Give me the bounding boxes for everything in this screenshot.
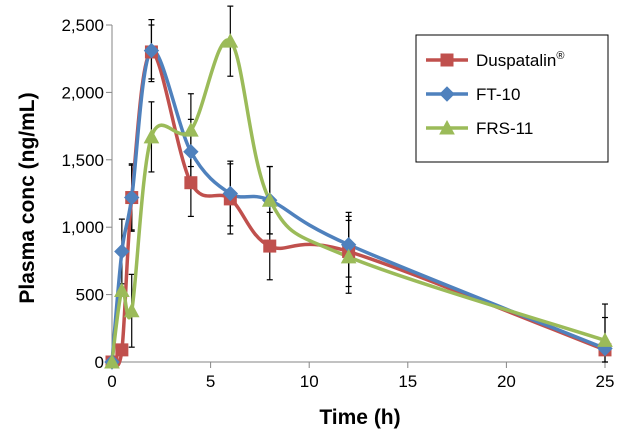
data-point-ft-10 bbox=[124, 189, 140, 206]
x-tick-label: 5 bbox=[206, 372, 215, 391]
y-axis-title: Plasma conc (ng/mL) bbox=[16, 92, 39, 303]
data-point-ft-10 bbox=[114, 243, 130, 260]
data-point-ft-10 bbox=[222, 185, 239, 202]
x-tick-label: 25 bbox=[596, 372, 615, 391]
data-point-ft-10 bbox=[143, 42, 160, 59]
data-point-frs-11 bbox=[597, 332, 613, 347]
x-tick-label: 20 bbox=[497, 372, 516, 391]
axes bbox=[106, 24, 606, 368]
data-point-duspatalin bbox=[115, 343, 129, 357]
data-point-ft-10 bbox=[183, 144, 199, 160]
y-tick-label: 2,000 bbox=[61, 83, 104, 102]
legend-label-duspatalin: Duspatalin® bbox=[476, 50, 564, 70]
x-axis-title: Time (h) bbox=[319, 406, 400, 429]
x-tick-label: 15 bbox=[398, 372, 417, 391]
y-tick-label: 500 bbox=[76, 286, 104, 305]
data-point-frs-11 bbox=[183, 122, 199, 137]
x-tick-label: 10 bbox=[300, 372, 319, 391]
data-point-frs-11 bbox=[340, 248, 357, 264]
data-point-frs-11 bbox=[143, 128, 160, 144]
tick-labels: 0 500 1,000 1,500 2,000 2,500 0 5 10 15 20 25 bbox=[61, 16, 614, 391]
legend: Duspatalin® FT-10 FRS-11 bbox=[415, 34, 609, 163]
data-point-frs-11 bbox=[261, 192, 278, 207]
x-tick-label: 0 bbox=[107, 372, 116, 391]
data-point-frs-11 bbox=[114, 282, 130, 298]
y-tick-label: 1,500 bbox=[61, 151, 104, 170]
legend-label-ft-10: FT-10 bbox=[476, 85, 520, 104]
series-markers bbox=[104, 33, 613, 370]
legend-marker-duspatalin bbox=[440, 53, 454, 67]
legend-marker-ft-10 bbox=[439, 86, 455, 102]
data-point-frs-11 bbox=[104, 353, 120, 369]
data-point-frs-11 bbox=[123, 302, 140, 318]
y-tick-label: 0 bbox=[95, 353, 104, 372]
legend-label-frs-11: FRS-11 bbox=[476, 119, 533, 138]
data-point-duspatalin bbox=[263, 239, 277, 253]
legend-marker-frs-11 bbox=[439, 119, 455, 135]
y-tick-label: 2,500 bbox=[61, 16, 104, 35]
y-tick-label: 1,000 bbox=[61, 218, 104, 237]
data-point-duspatalin bbox=[184, 176, 198, 190]
data-point-frs-11 bbox=[222, 33, 239, 48]
